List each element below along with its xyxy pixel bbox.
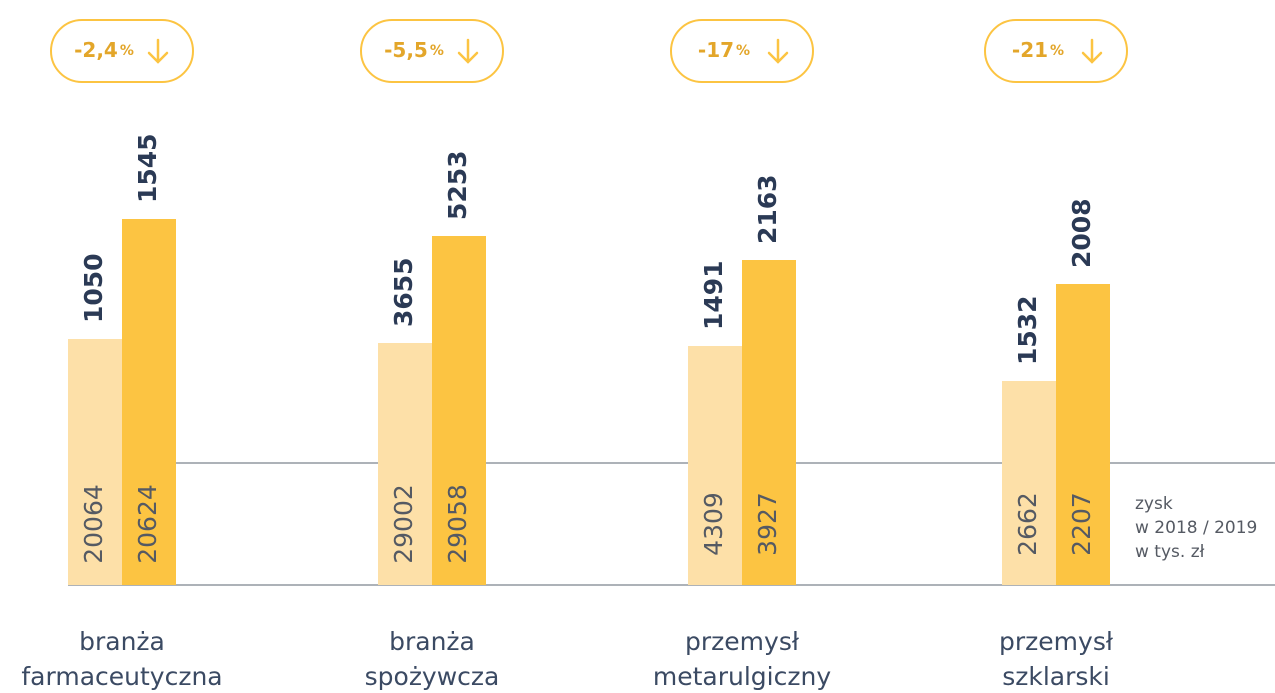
value-label: 1532 [1013, 295, 1042, 365]
value-label: 1050 [79, 253, 108, 323]
bar [742, 260, 796, 585]
bar [68, 339, 122, 585]
category-label: przemysł [685, 627, 800, 656]
change-badge [360, 19, 504, 83]
category-label: farmaceutyczna [21, 662, 222, 691]
change-badge [670, 19, 814, 83]
change-label: -5,5% [384, 38, 444, 62]
arrow-icon [147, 38, 169, 64]
legend-text: zysk [1135, 494, 1173, 514]
profit-label: 29002 [389, 484, 418, 564]
bar [378, 343, 432, 585]
category-label: szklarski [1002, 662, 1110, 691]
change-label: -21% [1012, 38, 1064, 62]
category-label: branża [79, 627, 165, 656]
arrow-icon [767, 38, 789, 64]
category-label: branża [389, 627, 475, 656]
change-unit: % [736, 43, 750, 59]
category-label: przemysł [999, 627, 1114, 656]
legend-text: w tys. zł [1135, 542, 1205, 562]
profit-label: 2662 [1013, 492, 1042, 556]
change-unit: % [120, 43, 134, 59]
profit-label: 20624 [133, 484, 162, 564]
value-label: 2008 [1067, 198, 1096, 268]
change-badge [50, 19, 194, 83]
change-value: -21 [1012, 38, 1048, 62]
profit-label: 3927 [753, 492, 782, 556]
category-label: spożywcza [365, 662, 500, 691]
change-value: -2,4 [74, 38, 118, 62]
change-unit: % [1050, 43, 1064, 59]
change-value: -17 [698, 38, 734, 62]
profit-label: 4309 [699, 492, 728, 556]
bar [122, 219, 176, 585]
change-label: -2,4% [74, 38, 134, 62]
bar [1056, 284, 1110, 585]
profit-label: 29058 [443, 484, 472, 564]
value-label: 1545 [133, 133, 162, 203]
arrow-icon [457, 38, 479, 64]
bar [1002, 381, 1056, 585]
category-label: metarulgiczny [653, 662, 831, 691]
legend-text: w 2018 / 2019 [1135, 518, 1257, 538]
change-value: -5,5 [384, 38, 428, 62]
bar [688, 346, 742, 585]
value-label: 1491 [699, 260, 728, 330]
value-label: 3655 [389, 257, 418, 327]
profit-label: 2207 [1067, 492, 1096, 556]
change-unit: % [430, 43, 444, 59]
arrow-icon [1081, 38, 1103, 64]
value-label: 5253 [443, 150, 472, 220]
value-label: 2163 [753, 174, 782, 244]
change-label: -17% [698, 38, 750, 62]
bar [432, 236, 486, 585]
profit-label: 20064 [79, 484, 108, 564]
change-badge [984, 19, 1128, 83]
